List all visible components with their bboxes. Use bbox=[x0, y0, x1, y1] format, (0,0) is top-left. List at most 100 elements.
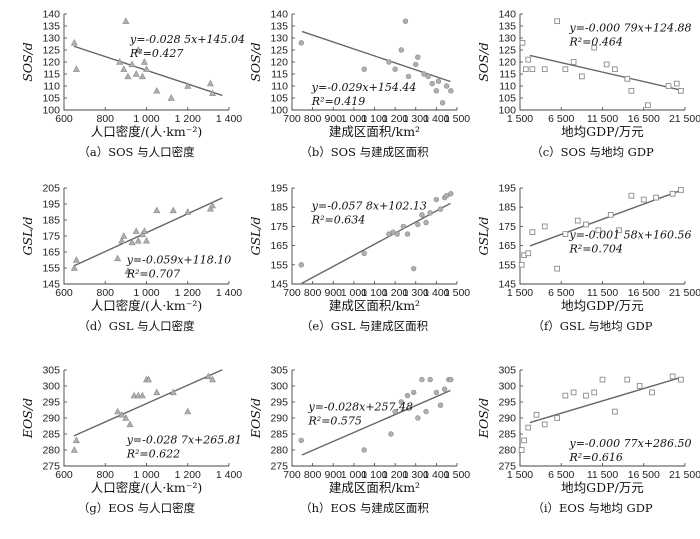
y-tick-label: 140 bbox=[42, 9, 60, 21]
data-point bbox=[208, 89, 217, 96]
y-tick-label: 300 bbox=[498, 381, 516, 393]
y-tick-label: 100 bbox=[270, 105, 288, 117]
data-point bbox=[142, 236, 151, 244]
data-point bbox=[521, 437, 527, 444]
y-tick-label: 105 bbox=[42, 93, 60, 105]
y-tick-label: 105 bbox=[498, 93, 516, 105]
data-point bbox=[204, 372, 212, 380]
data-point bbox=[122, 414, 130, 421]
data-point bbox=[298, 437, 304, 444]
x-tick-label: 11 500 bbox=[587, 287, 618, 299]
data-point bbox=[138, 230, 146, 238]
y-tick-label: 285 bbox=[270, 429, 288, 441]
data-point bbox=[72, 436, 80, 444]
data-point bbox=[134, 46, 142, 53]
y-tick-label: 175 bbox=[498, 221, 516, 233]
y-tick-label: 295 bbox=[498, 397, 516, 409]
data-point bbox=[554, 18, 560, 25]
fit-line bbox=[301, 202, 451, 284]
data-point bbox=[392, 408, 398, 415]
x-tick-label: 1 100 bbox=[361, 113, 387, 125]
x-axis-label: 地均GDP/万元 bbox=[561, 480, 644, 495]
y-tick-label: 175 bbox=[42, 231, 60, 243]
x-tick-label: 1 200 bbox=[175, 287, 201, 299]
y-tick-label: 195 bbox=[498, 183, 516, 195]
y-tick-label: 295 bbox=[42, 397, 60, 409]
y-tick-label: 115 bbox=[499, 69, 516, 81]
x-axis-label: 地均GDP/万元 bbox=[561, 298, 644, 313]
data-point bbox=[184, 82, 192, 89]
r-squared-label: R²=0.575 bbox=[308, 415, 362, 428]
regression-equation: y=-0.001 58x+160.56 bbox=[569, 228, 692, 241]
data-point bbox=[669, 373, 676, 380]
data-point bbox=[400, 223, 407, 230]
data-point bbox=[437, 206, 444, 212]
data-point bbox=[612, 66, 618, 73]
r-squared-label: R²=0.419 bbox=[311, 95, 365, 108]
r-squared-label: R²=0.427 bbox=[129, 47, 183, 60]
data-point bbox=[579, 73, 585, 80]
data-point bbox=[421, 71, 427, 77]
regression-equation: y=-0.028 7x+265.81 bbox=[126, 433, 242, 446]
y-axis-label: SOS/d bbox=[20, 42, 35, 82]
data-point bbox=[583, 392, 589, 399]
x-tick-label: 1 000 bbox=[341, 113, 367, 125]
data-point bbox=[612, 408, 618, 415]
data-point bbox=[70, 446, 78, 453]
data-point bbox=[413, 61, 419, 68]
data-point bbox=[72, 256, 80, 263]
y-tick-label: 185 bbox=[498, 202, 516, 214]
x-tick-label: 900 bbox=[324, 113, 342, 125]
data-point bbox=[138, 72, 146, 80]
r-squared-label: R²=0.634 bbox=[311, 214, 365, 227]
x-axis-label: 人口密度/(人·km⁻²) bbox=[91, 124, 202, 139]
data-point bbox=[145, 375, 153, 383]
x-tick-label: 800 bbox=[304, 469, 322, 481]
data-point bbox=[427, 376, 433, 383]
x-tick-label: 800 bbox=[96, 287, 114, 299]
chart-panel-i: 275 280 285 290 295 300 305 1 500 6 500 11 500 16 … bbox=[476, 365, 700, 516]
data-point bbox=[562, 231, 569, 237]
panel-caption: （i）EOS 与地均 GDP bbox=[532, 501, 653, 515]
y-tick-label: 140 bbox=[498, 9, 516, 21]
data-point bbox=[433, 389, 440, 396]
x-tick-label: 700 bbox=[283, 287, 301, 299]
y-tick-label: 125 bbox=[498, 45, 516, 57]
panel-caption: （f）GSL 与地均 GDP bbox=[533, 319, 653, 333]
y-tick-label: 110 bbox=[43, 81, 60, 93]
y-tick-label: 295 bbox=[270, 397, 288, 409]
y-tick-label: 280 bbox=[498, 445, 516, 457]
y-tick-label: 305 bbox=[498, 365, 516, 377]
x-tick-label: 1 500 bbox=[444, 113, 470, 125]
data-point bbox=[184, 208, 192, 215]
panel-caption: （h）EOS 与建成区面积 bbox=[300, 501, 429, 515]
y-axis-label: EOS/d bbox=[20, 398, 35, 439]
data-point bbox=[653, 194, 659, 201]
x-tick-label: 1 400 bbox=[216, 469, 242, 481]
data-point bbox=[533, 411, 540, 418]
data-point bbox=[570, 59, 577, 65]
data-point bbox=[392, 66, 398, 72]
y-tick-label: 135 bbox=[42, 21, 60, 33]
x-tick-label: 21 500 bbox=[669, 469, 700, 481]
data-point bbox=[167, 94, 175, 101]
data-point bbox=[529, 229, 536, 236]
fit-line bbox=[529, 377, 679, 424]
x-tick-label: 1 300 bbox=[403, 287, 429, 299]
regression-equation: y=-0.057 8x+102.13 bbox=[311, 200, 427, 213]
data-point bbox=[678, 376, 684, 383]
data-point bbox=[541, 66, 548, 73]
y-axis-label: EOS/d bbox=[248, 398, 263, 439]
regression-equation: y=-0.059x+118.10 bbox=[126, 253, 232, 266]
regression-equation: y=-0.000 77x+286.50 bbox=[569, 437, 692, 450]
x-axis-label: 人口密度/(人·km⁻²) bbox=[91, 298, 202, 313]
data-point bbox=[433, 88, 440, 94]
data-point bbox=[70, 38, 78, 46]
r-squared-label: R²=0.704 bbox=[569, 242, 623, 255]
y-tick-label: 145 bbox=[498, 279, 516, 291]
data-point bbox=[298, 40, 304, 46]
chart-panel-d: 145 155 165 175 185 195 205 600 800 1 000 1 200 1 4… bbox=[20, 183, 242, 334]
